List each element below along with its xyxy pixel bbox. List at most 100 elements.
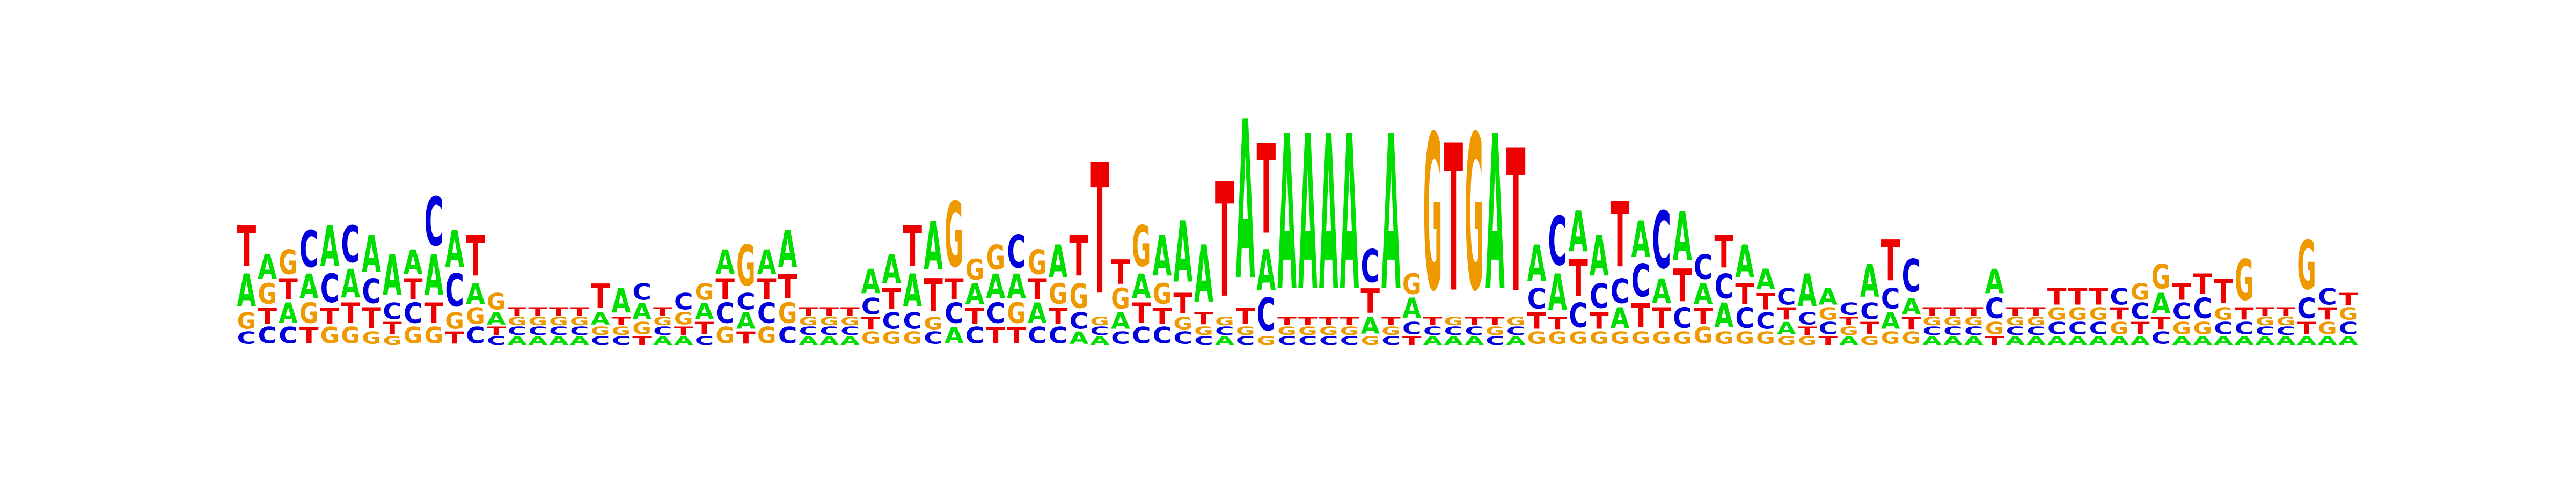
logo-letter-c: C [1444,325,1463,338]
logo-letter-c: C [1215,325,1234,338]
logo-letter-a: A [757,243,777,282]
logo-letter-t: T [1548,314,1567,333]
logo-letter-a: A [1236,76,1255,330]
logo-letter-g: G [1111,283,1130,316]
logo-letter-c: C [1985,292,2004,325]
logo-letter-t: T [320,303,340,330]
logo-letter-g: G [695,279,714,305]
logo-letter-a: A [2318,334,2337,347]
logo-letter-a: A [1319,91,1338,339]
logo-letter-c: C [2131,298,2150,325]
logo-letter-t: T [2193,269,2212,301]
logo-letter-t: T [570,305,589,318]
logo-letter-c: C [1402,319,1422,339]
logo-letter-a: A [1257,239,1276,304]
logo-letter-t: T [1423,315,1443,328]
logo-letter-g: G [1215,315,1234,328]
logo-letter-c: C [1798,309,1817,329]
logo-letter-t: T [1506,108,1526,337]
logo-letter-a: A [466,277,485,310]
logo-letter-c: C [1673,302,1692,334]
logo-letter-g: G [1527,328,1547,348]
logo-letter-g: G [466,303,485,330]
logo-letter-t: T [341,298,360,330]
logo-letter-g: G [611,325,631,338]
logo-letter-c: C [2297,292,2316,325]
logo-letter-g: G [2026,315,2046,328]
logo-letter-t: T [2339,290,2358,309]
logo-letter-c: C [2026,325,2046,338]
logo-letter-t: T [1922,305,1942,318]
logo-letter-g: G [279,243,298,282]
logo-letter-g: G [2193,319,2212,338]
logo-letter-a: A [299,267,319,306]
logo-letter-c: C [632,279,652,305]
logo-letter-a: A [2214,334,2233,347]
logo-letter-g: G [299,297,319,330]
logo-letter-c: C [1173,328,1192,348]
logo-letter-t: T [2110,304,2129,324]
logo-letter-c: C [1070,308,1089,334]
logo-letter-t: T [2151,314,2171,333]
logo-letter-c: C [299,220,319,279]
logo-letter-a: A [1340,91,1359,339]
logo-letter-g: G [2214,304,2233,324]
logo-letter-a: A [570,334,589,347]
logo-letter-c: C [1257,290,1276,342]
logo-letter-g: G [1070,276,1089,316]
logo-letter-t: T [2026,305,2046,318]
logo-letter-a: A [508,334,527,347]
logo-letter-g: G [653,315,672,328]
logo-letter-g: G [1715,328,1734,348]
logo-letter-g: G [1985,319,2004,338]
logo-letter-a: A [1194,229,1213,320]
logo-letter-c: C [1153,323,1172,349]
logo-letter-a: A [1735,236,1754,288]
logo-letter-c: C [736,289,756,315]
logo-letter-t: T [2235,304,2254,324]
logo-letter-a: A [1839,334,1858,347]
logo-letter-c: C [840,325,860,338]
logo-letter-c: C [425,184,444,261]
logo-letter-g: G [1652,328,1671,348]
logo-letter-c: C [2193,292,2212,325]
logo-letter-c: C [2068,319,2088,339]
logo-letter-g: G [404,323,423,349]
logo-letter-c: C [362,272,381,311]
logo-letter-a: A [1777,319,1796,339]
logo-letter-g: G [383,334,402,347]
logo-letter-a: A [778,221,797,279]
logo-letter-g: G [778,297,797,330]
logo-letter-t: T [1298,315,1318,328]
logo-letter-c: C [1631,256,1650,308]
logo-letter-t: T [778,267,797,306]
logo-letter-g: G [1756,328,1775,348]
logo-letter-a: A [1902,294,1921,319]
logo-letter-c: C [2110,284,2129,310]
logo-letter-g: G [258,278,277,311]
logo-letter-a: A [237,265,257,317]
logo-letter-g: G [591,325,610,338]
logo-letter-c: C [487,334,506,348]
logo-letter-a: A [1049,236,1068,288]
logo-letter-t: T [1173,288,1192,320]
logo-letter-a: A [341,261,360,307]
logo-letter-c: C [2318,284,2337,310]
logo-letter-a: A [1132,267,1151,306]
logo-letter-t: T [2089,284,2108,310]
logo-letter-g: G [819,315,839,328]
logo-letter-t: T [1049,303,1068,330]
